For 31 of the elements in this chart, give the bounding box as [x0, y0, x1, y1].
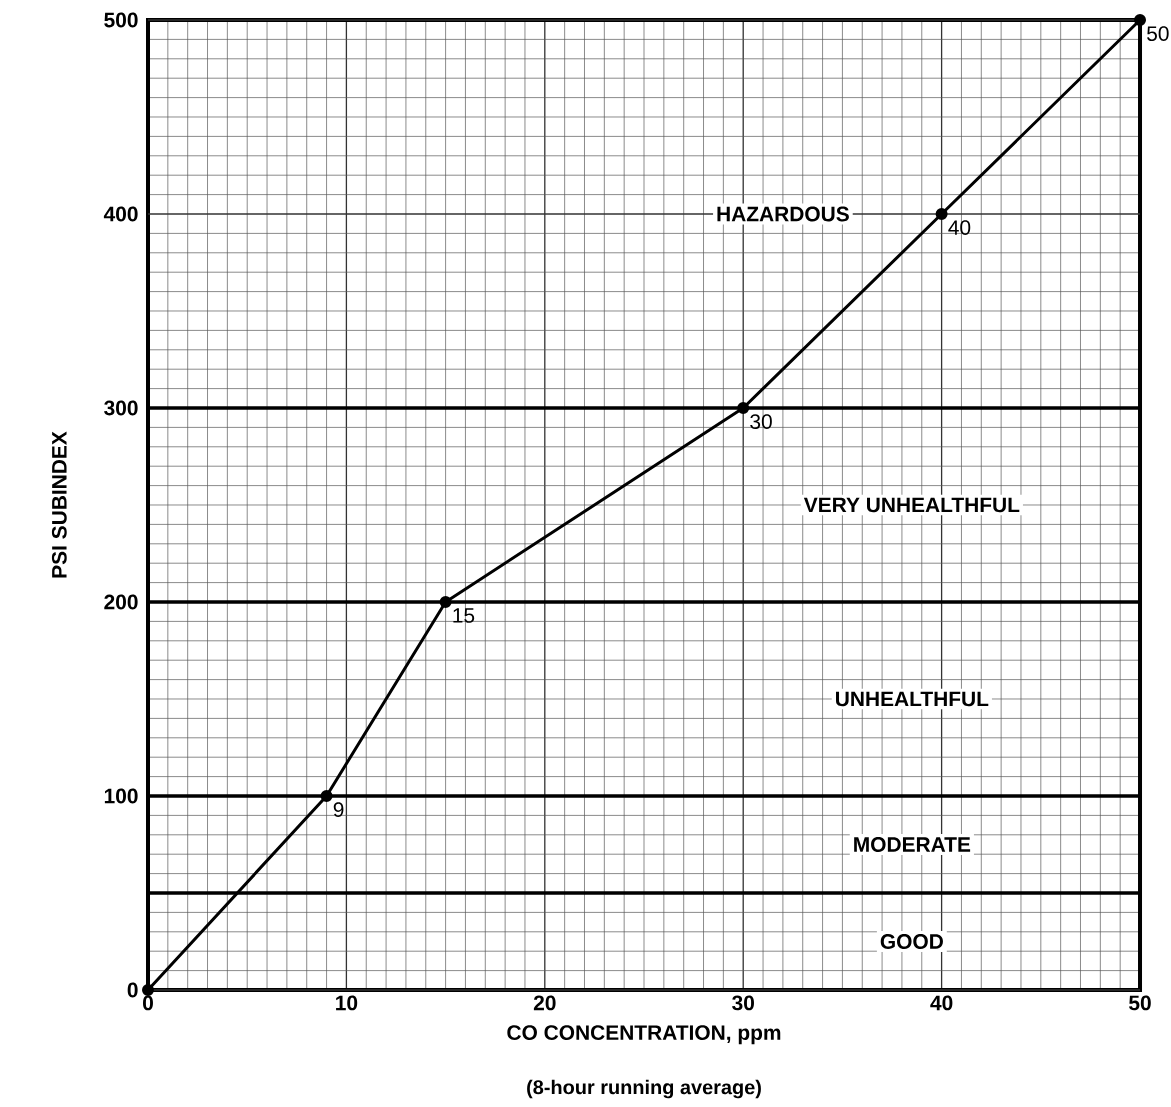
point [439, 596, 452, 608]
point [935, 207, 948, 220]
annotation: UNHEALTHFUL [836, 691, 989, 707]
annotation: 9 [333, 802, 344, 818]
annotation: GOOD [880, 934, 943, 949]
x-tick-label: 40 [930, 995, 953, 1011]
annotation: 40 [948, 220, 971, 235]
y-tick-label: 300 [104, 400, 138, 416]
x-tick-label: 30 [732, 995, 754, 1011]
annotation: 50 [1147, 26, 1169, 41]
x-axis-title: CO CONCENTRATION, ppm [507, 1025, 781, 1045]
text: (8-hour running average) [527, 1079, 761, 1099]
y-tick-label: 100 [104, 788, 138, 804]
y-axis-title: PSI SUBINDEX [51, 431, 67, 578]
point [1134, 13, 1147, 26]
y-tick-label: 0 [127, 982, 138, 998]
point [320, 790, 333, 802]
annotation: HAZARDOUS [717, 206, 849, 222]
y-tick-label: 200 [104, 594, 138, 610]
point [737, 402, 750, 414]
x-tick-label: 50 [1129, 995, 1151, 1011]
annotation: 30 [750, 414, 772, 430]
annotation: 15 [453, 608, 475, 623]
y-tick-label: 500 [104, 12, 138, 28]
y-tick-label: 400 [103, 206, 138, 222]
x-tick-label: 0 [143, 995, 153, 1011]
x-tick-label: 10 [336, 995, 358, 1011]
point [142, 984, 154, 996]
x-tick-label: 20 [533, 995, 556, 1011]
annotation: MODERATE [854, 837, 971, 852]
annotation: VERY UNHEALTHFUL [803, 497, 1020, 513]
